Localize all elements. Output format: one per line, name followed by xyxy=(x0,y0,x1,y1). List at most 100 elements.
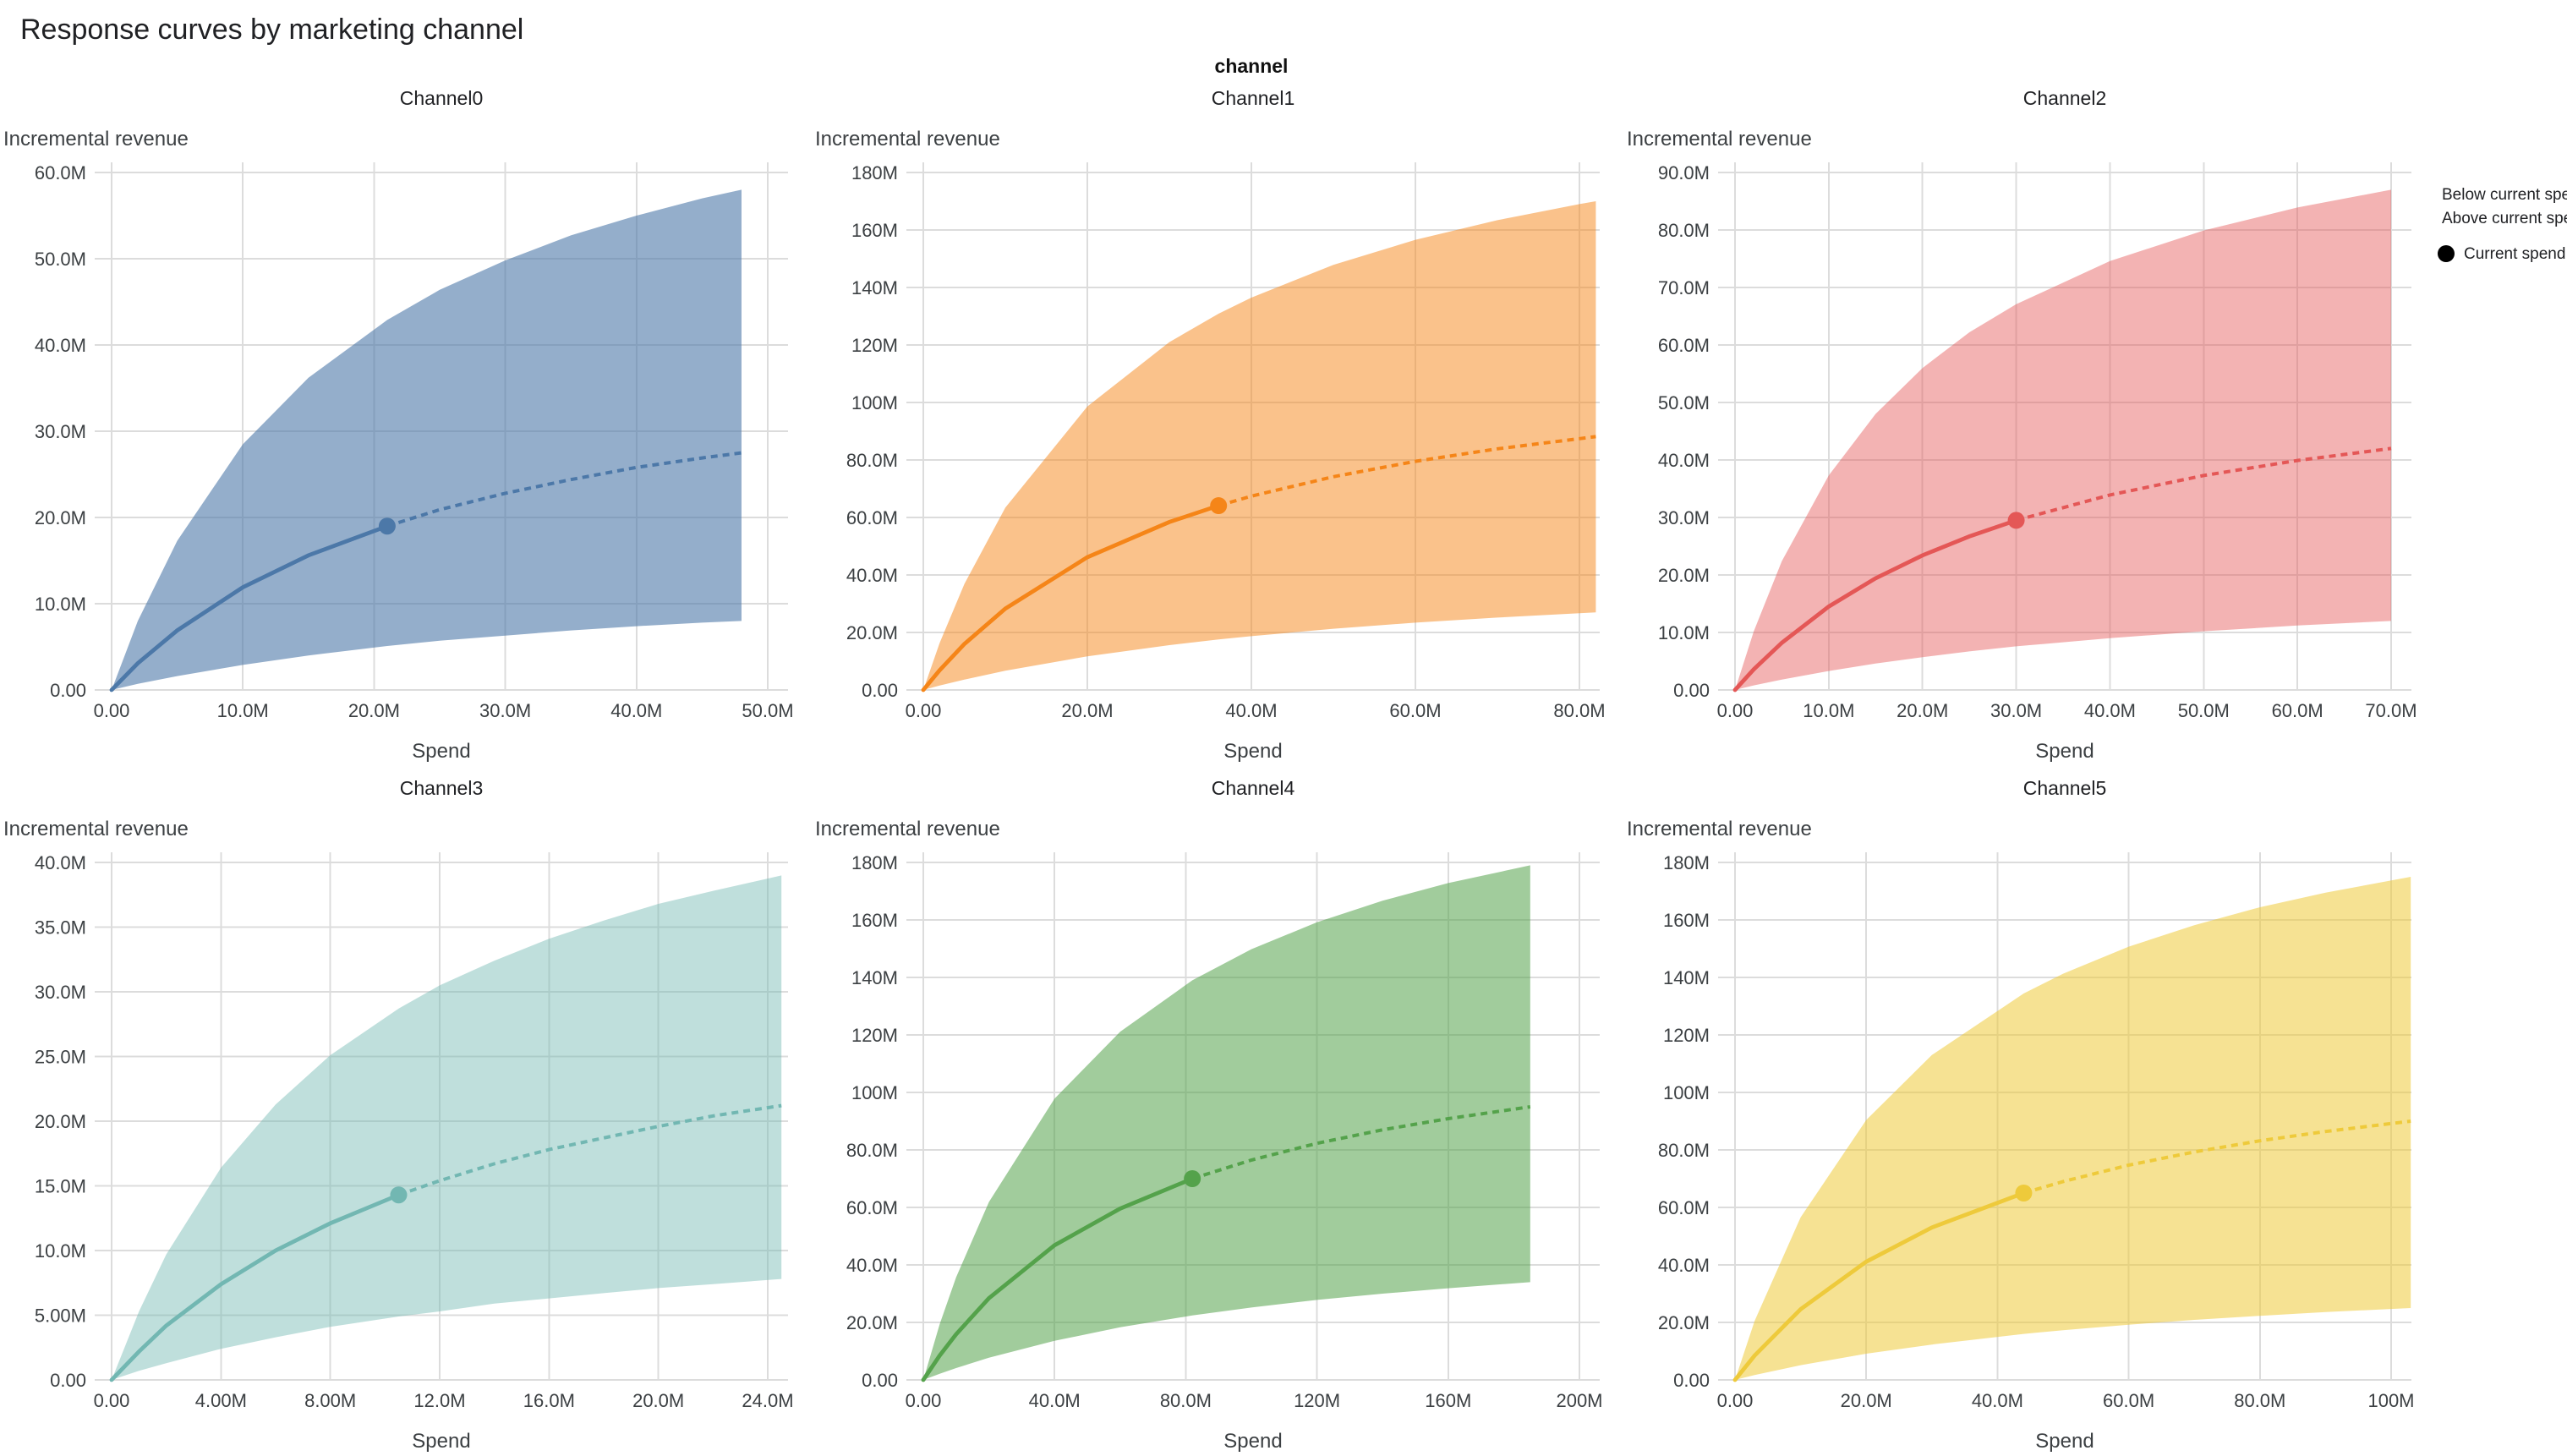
y-tick-label: 30.0M xyxy=(35,421,86,442)
page-title: Response curves by marketing channel xyxy=(20,14,524,46)
y-tick-label: 5.00M xyxy=(35,1305,86,1327)
x-axis-title: Spend xyxy=(2035,740,2094,763)
x-tick-label: 80.0M xyxy=(2234,1390,2285,1411)
current-spend-dot-icon xyxy=(2438,245,2455,262)
confidence-band xyxy=(112,875,782,1380)
legend-item-below-current-spend: Below current spend xyxy=(2435,186,2567,205)
y-tick-label: 30.0M xyxy=(1658,507,1710,528)
confidence-band xyxy=(112,189,742,690)
x-tick-label: 0.00 xyxy=(1717,1390,1754,1411)
y-tick-label: 160M xyxy=(851,220,898,241)
x-tick-label: 0.00 xyxy=(94,700,130,721)
y-tick-label: 40.0M xyxy=(35,335,86,356)
x-tick-label: 12.0M xyxy=(413,1390,465,1411)
mean-line-solid xyxy=(921,1176,1195,1382)
x-tick-label: 40.0M xyxy=(1225,700,1277,721)
x-tick-label: 20.0M xyxy=(1841,1390,1892,1411)
mean-line-dashed xyxy=(2022,1119,2411,1195)
y-tick-label: 0.00 xyxy=(50,1370,86,1391)
current-spend-dot xyxy=(1184,1170,1201,1187)
chart-cell-4: Channel4 Incremental revenue Spend 0.00 40.0… xyxy=(812,768,1623,1456)
y-tick-label: 20.0M xyxy=(1658,1312,1710,1333)
chart-title: Channel3 xyxy=(400,777,483,799)
mean-line-dashed xyxy=(397,1103,782,1197)
chart-title: Channel4 xyxy=(1212,777,1295,799)
x-tick-label: 0.00 xyxy=(906,700,942,721)
legend: Below current spend Above current spend … xyxy=(2435,186,2567,269)
x-tick-label: 20.0M xyxy=(1061,700,1113,721)
y-tick-label: 80.0M xyxy=(846,450,898,471)
x-tick-label: 120M xyxy=(1294,1390,1340,1411)
x-tick-label: 40.0M xyxy=(2084,700,2136,721)
y-tick-label: 20.0M xyxy=(35,507,86,528)
x-axis-title: Spend xyxy=(412,1430,470,1453)
response-curve-chart-0: Channel0 Incremental revenue Spend 0.00 10.0… xyxy=(3,87,794,763)
chart-cell-2: Channel2 Incremental revenue Spend 0.00 10.0… xyxy=(1623,78,2435,768)
mean-line-dashed xyxy=(1218,435,1596,507)
confidence-band xyxy=(923,865,1530,1380)
mean-line-solid xyxy=(109,523,390,692)
y-tick-label: 80.0M xyxy=(1658,1140,1710,1161)
y-tick-label: 120M xyxy=(851,335,898,356)
x-tick-label: 0.00 xyxy=(906,1390,942,1411)
y-tick-label: 100M xyxy=(1663,1082,1710,1103)
charts-grid: Channel0 Incremental revenue Spend 0.00 10.0… xyxy=(0,78,2435,1456)
y-tick-label: 100M xyxy=(851,1082,898,1103)
y-tick-label: 20.0M xyxy=(846,1312,898,1333)
y-tick-label: 50.0M xyxy=(35,249,86,270)
chart-cell-0: Channel0 Incremental revenue Spend 0.00 10.0… xyxy=(0,78,812,768)
x-axis-title: Spend xyxy=(2035,1430,2094,1453)
x-tick-label: 40.0M xyxy=(610,700,662,721)
current-spend-dot xyxy=(2007,512,2025,529)
x-tick-label: 20.0M xyxy=(632,1390,684,1411)
y-tick-label: 80.0M xyxy=(1658,220,1710,241)
mean-line-dashed xyxy=(386,451,742,528)
legend-label-below: Below current spend xyxy=(2442,186,2567,205)
chart-cell-1: Channel1 Incremental revenue Spend 0.00 20.0… xyxy=(812,78,1623,768)
chart-cell-5: Channel5 Incremental revenue Spend 0.00 20.0… xyxy=(1623,768,2435,1456)
x-tick-label: 30.0M xyxy=(1990,700,2042,721)
x-axis-title: Spend xyxy=(412,740,470,763)
current-spend-dot xyxy=(390,1186,408,1204)
x-tick-label: 10.0M xyxy=(1803,700,1854,721)
y-tick-label: 40.0M xyxy=(846,565,898,586)
mean-line-dashed xyxy=(1191,1105,1531,1180)
x-tick-label: 10.0M xyxy=(217,700,269,721)
current-spend-dot xyxy=(2015,1185,2033,1201)
y-tick-label: 50.0M xyxy=(1658,392,1710,413)
y-tick-label: 180M xyxy=(1663,852,1710,873)
chart-title: Channel2 xyxy=(2023,87,2106,109)
x-tick-label: 0.00 xyxy=(94,1390,130,1411)
legend-item-current-spend: Current spend xyxy=(2435,244,2567,264)
confidence-band xyxy=(1735,877,2411,1380)
y-tick-label: 140M xyxy=(1663,967,1710,988)
y-tick-label: 140M xyxy=(851,967,898,988)
y-tick-label: 120M xyxy=(851,1025,898,1046)
x-tick-label: 60.0M xyxy=(1389,700,1441,721)
y-tick-label: 180M xyxy=(851,162,898,183)
response-curve-chart-3: Channel3 Incremental revenue Spend 0.00 4.00… xyxy=(3,777,794,1453)
legend-label-above: Above current spend xyxy=(2442,210,2567,228)
y-tick-label: 15.0M xyxy=(35,1176,86,1197)
response-curve-chart-1: Channel1 Incremental revenue Spend 0.00 20.0… xyxy=(815,87,1606,763)
confidence-band xyxy=(1735,189,2391,690)
y-tick-label: 60.0M xyxy=(846,1197,898,1218)
y-tick-label: 0.00 xyxy=(1673,680,1710,701)
y-axis-title: Incremental revenue xyxy=(815,818,1000,840)
x-tick-label: 24.0M xyxy=(742,1390,793,1411)
x-tick-label: 80.0M xyxy=(1553,700,1605,721)
y-tick-label: 40.0M xyxy=(846,1255,898,1276)
mean-line-solid xyxy=(109,1192,402,1382)
response-curve-chart-4: Channel4 Incremental revenue Spend 0.00 40.0… xyxy=(815,777,1603,1453)
y-tick-label: 20.0M xyxy=(1658,565,1710,586)
y-tick-label: 0.00 xyxy=(1673,1370,1710,1391)
y-tick-label: 160M xyxy=(1663,910,1710,931)
mean-line-solid xyxy=(1732,518,2019,692)
y-tick-label: 120M xyxy=(1663,1025,1710,1046)
x-tick-label: 160M xyxy=(1425,1390,1471,1411)
x-tick-label: 50.0M xyxy=(2178,700,2230,721)
x-tick-label: 20.0M xyxy=(1897,700,1948,721)
x-tick-label: 60.0M xyxy=(2272,700,2323,721)
